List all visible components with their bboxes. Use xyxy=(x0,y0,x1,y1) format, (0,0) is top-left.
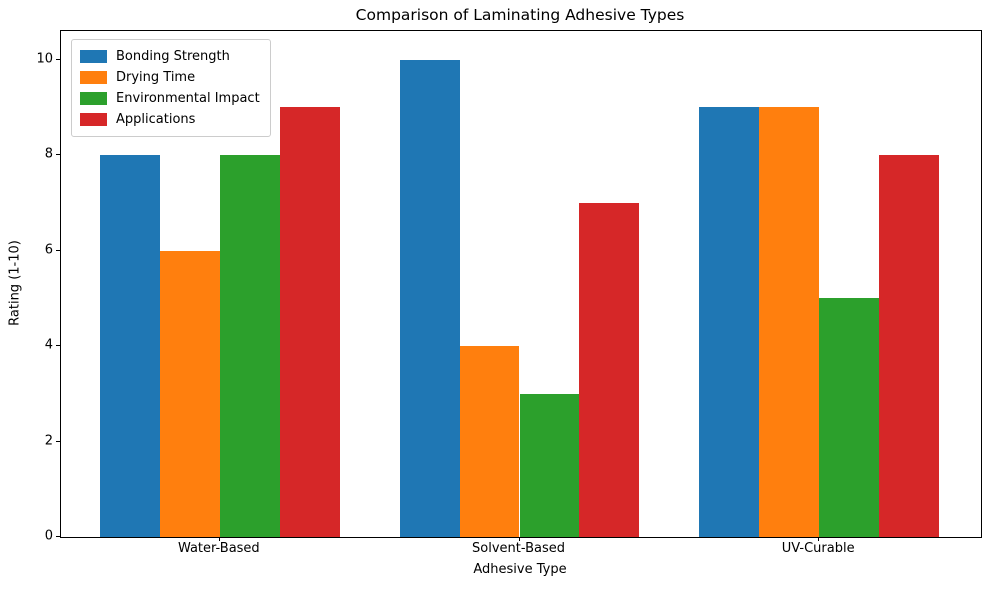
bar-bonding-strength-water-based xyxy=(99,155,160,537)
legend-label: Drying Time xyxy=(116,70,196,85)
legend-item-environmental-impact: Environmental Impact xyxy=(80,88,260,109)
bar-applications-solvent-based xyxy=(579,202,640,537)
bar-drying-time-water-based xyxy=(159,250,220,537)
x-tick xyxy=(218,537,220,541)
bar-environmental-impact-uv-curable xyxy=(819,298,880,537)
x-tick xyxy=(518,537,520,541)
bar-drying-time-solvent-based xyxy=(459,346,520,537)
bar-environmental-impact-solvent-based xyxy=(519,393,580,537)
x-axis-label: Adhesive Type xyxy=(473,562,567,577)
bar-drying-time-uv-curable xyxy=(759,107,820,537)
x-tick-label-solvent-based: Solvent-Based xyxy=(472,541,565,556)
x-tick xyxy=(818,537,820,541)
bar-bonding-strength-solvent-based xyxy=(399,59,460,537)
y-tick xyxy=(56,58,60,60)
y-tick-label: 2 xyxy=(44,433,53,449)
legend-label: Applications xyxy=(116,112,196,127)
plot-area: Bonding Strength Drying Time Environmental… xyxy=(60,30,982,538)
y-tick-label: 4 xyxy=(44,337,53,353)
legend-swatch-icon xyxy=(80,92,107,105)
legend-item-drying-time: Drying Time xyxy=(80,67,260,88)
y-tick-label: 8 xyxy=(44,146,53,162)
legend-swatch-icon xyxy=(80,71,107,84)
chart-title: Comparison of Laminating Adhesive Types xyxy=(355,6,685,24)
legend-swatch-icon xyxy=(80,50,107,63)
y-tick xyxy=(56,154,60,156)
legend-label: Bonding Strength xyxy=(116,49,230,64)
y-tick xyxy=(56,249,60,251)
legend-item-applications: Applications xyxy=(80,109,260,130)
bar-environmental-impact-water-based xyxy=(219,155,280,537)
y-axis-label: Rating (1-10) xyxy=(7,240,23,326)
legend-item-bonding-strength: Bonding Strength xyxy=(80,46,260,67)
y-tick-label: 0 xyxy=(44,528,53,544)
bar-bonding-strength-uv-curable xyxy=(699,107,760,537)
legend-swatch-icon xyxy=(80,113,107,126)
bar-applications-water-based xyxy=(279,107,340,537)
y-tick-label: 10 xyxy=(36,51,53,67)
y-tick xyxy=(56,345,60,347)
x-tick-label-water-based: Water-Based xyxy=(177,541,260,556)
bar-applications-uv-curable xyxy=(879,155,940,537)
legend-label: Environmental Impact xyxy=(116,91,260,106)
legend: Bonding Strength Drying Time Environmental… xyxy=(71,39,271,137)
y-tick-label: 6 xyxy=(44,242,53,258)
x-tick-label-uv-curable: UV-Curable xyxy=(781,541,855,556)
y-tick xyxy=(56,440,60,442)
y-tick xyxy=(56,536,60,537)
